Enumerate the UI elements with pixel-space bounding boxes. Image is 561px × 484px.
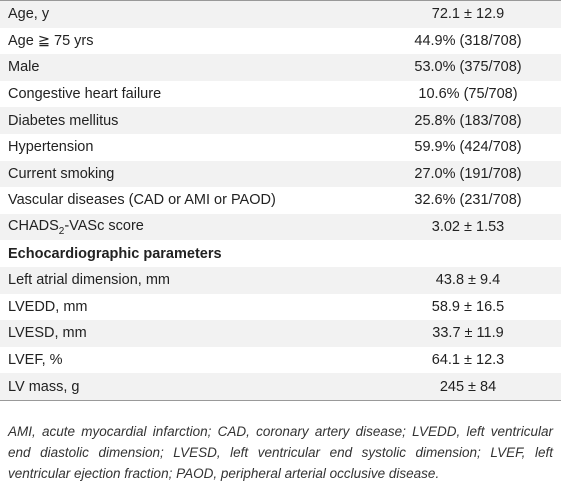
row-value: 43.8 ± 9.4 <box>375 266 561 294</box>
table-row: Male 53.0% (375/708) <box>0 54 561 81</box>
row-label: LVEDD, mm <box>8 298 88 315</box>
table-row: Vascular diseases (CAD or AMI or PAOD) 32… <box>0 187 561 214</box>
section-header: Echocardiographic parameters <box>8 245 222 262</box>
table: Age, y 72.1 ± 12.9 Age ≧ 75 yrs 44.9% (318/… <box>0 0 561 401</box>
table-row: Age, y 72.1 ± 12.9 <box>0 0 561 28</box>
row-label: Congestive heart failure <box>8 86 162 103</box>
table-row: Diabetes mellitus 25.8% (183/708) <box>0 107 561 134</box>
row-value: 3.02 ± 1.53 <box>375 213 561 241</box>
table-row: Age ≧ 75 yrs 44.9% (318/708) <box>0 28 561 55</box>
table-row: LVESD, mm 33.7 ± 11.9 <box>0 320 561 347</box>
label-part: CHADS <box>8 217 59 234</box>
row-label: CHADS2-VASc score <box>0 213 375 241</box>
table-row: Hypertension 59.9% (424/708) <box>0 134 561 161</box>
row-value: 44.9% (318/708) <box>414 32 522 49</box>
footnote: AMI, acute myocardial infarction; CAD, c… <box>8 423 553 481</box>
label-part: 2 <box>58 225 65 237</box>
row-value: 245 ± 84 <box>375 373 561 401</box>
row-value: 72.1 ± 12.9 <box>375 0 561 28</box>
row-value: 32.6% (231/708) <box>414 192 522 209</box>
row-label: Current smoking <box>0 160 375 188</box>
row-value: 10.6% (75/708) <box>418 86 518 103</box>
row-label: Diabetes mellitus <box>0 107 375 134</box>
row-label: LVEF, % <box>8 352 63 369</box>
table-row: CHADS2-VASc score 3.02 ± 1.53 <box>0 213 561 241</box>
row-value: 33.7 ± 11.9 <box>375 320 561 347</box>
row-value: 59.9% (424/708) <box>414 139 522 156</box>
table-row: Echocardiographic parameters <box>0 240 561 267</box>
table-row: LV mass, g 245 ± 84 <box>0 373 561 401</box>
row-label: Male <box>0 54 375 81</box>
row-value: 58.9 ± 16.5 <box>431 298 505 315</box>
table-row: Current smoking 27.0% (191/708) <box>0 160 561 188</box>
row-value: 25.8% (183/708) <box>375 107 561 134</box>
table-row: LVEF, % 64.1 ± 12.3 <box>0 347 561 374</box>
row-label: Hypertension <box>8 139 94 156</box>
table-row: Congestive heart failure 10.6% (75/708) <box>0 81 561 108</box>
row-value: 64.1 ± 12.3 <box>431 352 505 369</box>
row-value: 53.0% (375/708) <box>375 54 561 81</box>
row-label: Age, y <box>0 0 375 28</box>
table-row: Left atrial dimension, mm 43.8 ± 9.4 <box>0 266 561 294</box>
row-label: LV mass, g <box>0 373 375 401</box>
row-label: Vascular diseases (CAD or AMI or PAOD) <box>8 192 276 209</box>
row-label: Left atrial dimension, mm <box>0 266 375 294</box>
label-part: -VASc score <box>64 217 144 234</box>
row-label: Age ≧ 75 yrs <box>8 32 94 49</box>
table-row: LVEDD, mm 58.9 ± 16.5 <box>0 294 561 321</box>
row-value: 27.0% (191/708) <box>375 160 561 188</box>
row-label: LVESD, mm <box>0 320 375 347</box>
